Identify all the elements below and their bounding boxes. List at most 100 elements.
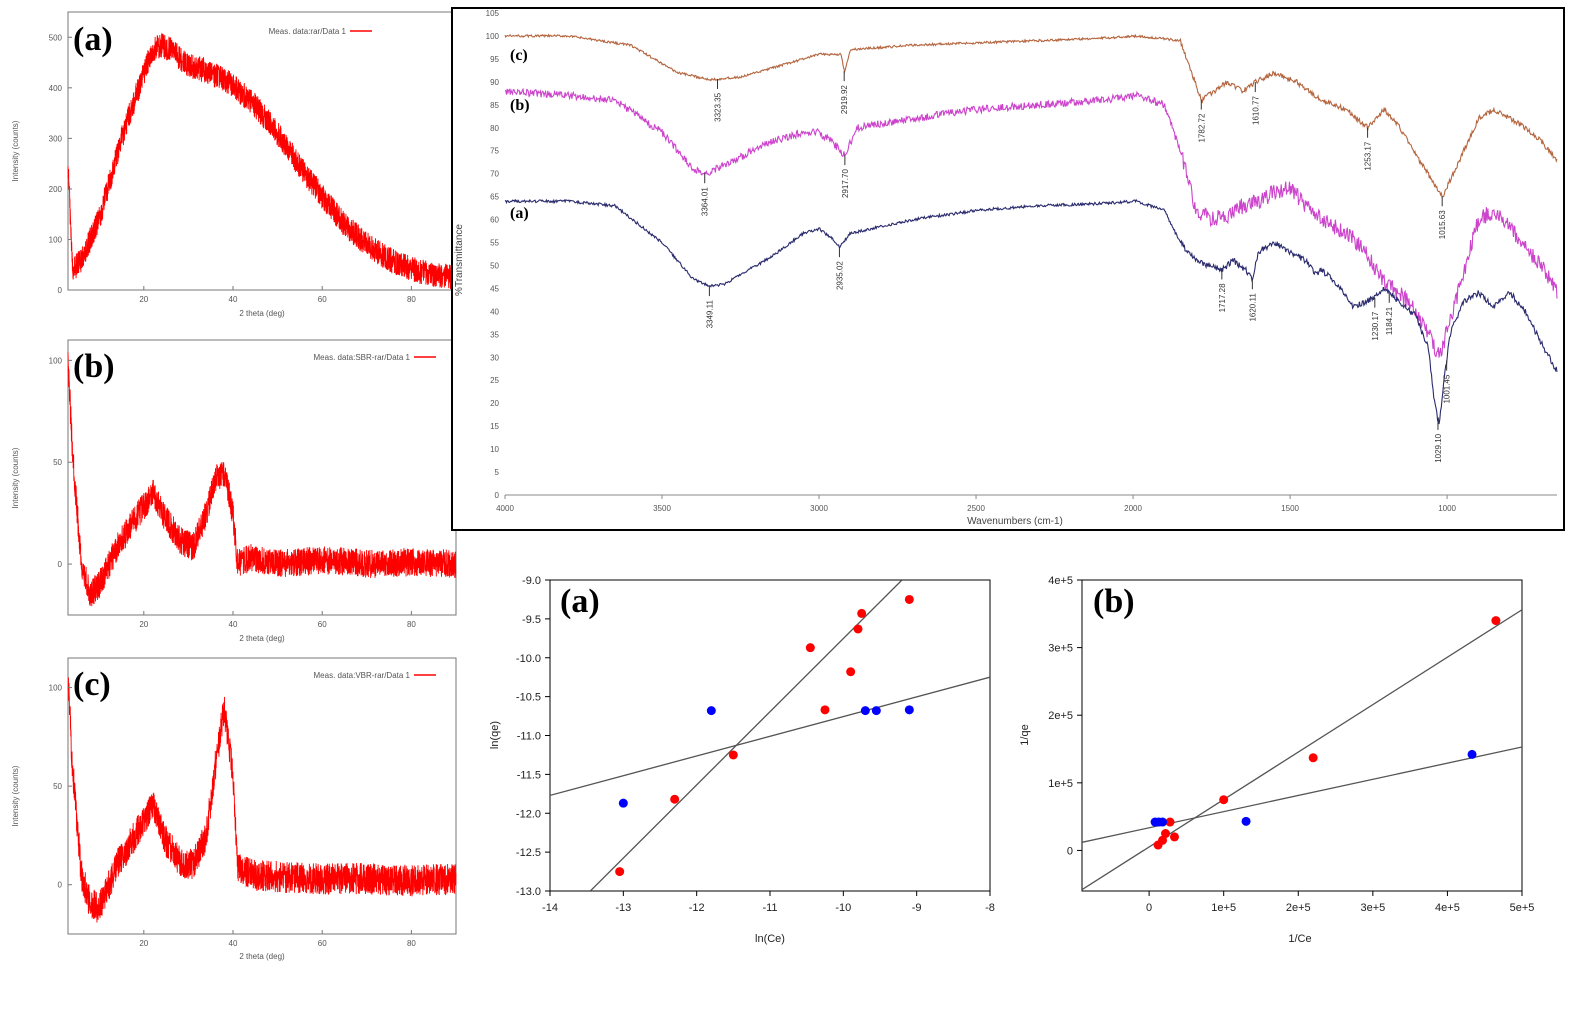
xrd-a-frame bbox=[67, 11, 457, 291]
ftir-y-tick-label: 25 bbox=[490, 376, 499, 385]
data-point bbox=[618, 798, 628, 808]
ftir-peak-label: 1001.45 bbox=[1443, 374, 1452, 403]
ftir-peak-label: 1230.17 bbox=[1371, 311, 1380, 340]
data-point bbox=[1241, 816, 1251, 826]
ftir-chart: 4000 3500 3000 2500 2000 1500 1000 0 5 10 15 20 25 30… bbox=[451, 7, 1565, 531]
ftir-peak-label: 2935.02 bbox=[835, 261, 844, 290]
ftir-y-tick-label: 105 bbox=[486, 9, 500, 18]
ftir-peak-label: 3323.35 bbox=[713, 92, 722, 121]
ftir-y-tick-label: 15 bbox=[490, 422, 499, 431]
ftir-x-tick-label: 3500 bbox=[653, 504, 671, 513]
langmuir-panel-label: (b) bbox=[1093, 583, 1135, 620]
xrd-c-legend: Meas. data:VBR-rar/Data 1 bbox=[314, 671, 411, 680]
freundlich-frame bbox=[549, 579, 991, 892]
ftir-ylabel: %Transmittance bbox=[454, 224, 465, 296]
data-point bbox=[1165, 817, 1175, 827]
x-tick-label: 5e+5 bbox=[1510, 902, 1535, 914]
data-point bbox=[1219, 795, 1229, 805]
ftir-peak-label: 1184.21 bbox=[1385, 306, 1394, 335]
isotherm-chart-a: -14 -13 -12 -11 -10 -9 -8 -13.0 -12.5 -12.0 -11.5 -… bbox=[489, 575, 995, 945]
y-tick-label: -11.5 bbox=[517, 769, 541, 781]
x-tick-label: 3e+5 bbox=[1360, 902, 1385, 914]
xrd-c-xlabel: 2 theta (deg) bbox=[239, 952, 285, 961]
xrd-b-xlabel: 2 theta (deg) bbox=[239, 634, 285, 643]
data-point bbox=[904, 705, 914, 715]
ftir-x-tick-label: 3000 bbox=[810, 504, 828, 513]
ftir-peak-label: 1253.17 bbox=[1364, 141, 1373, 170]
ftir-x-tick-label: 1500 bbox=[1281, 504, 1299, 513]
ftir-y-tick-label: 40 bbox=[490, 307, 499, 316]
data-point bbox=[728, 750, 738, 760]
ftir-peak-label: 1717.28 bbox=[1218, 283, 1227, 312]
data-point bbox=[904, 594, 914, 604]
y-tick-label: 0 bbox=[58, 560, 63, 569]
ftir-peak-label: 3364.01 bbox=[701, 187, 710, 216]
ftir-x-tick-label: 4000 bbox=[496, 504, 514, 513]
data-point bbox=[1491, 616, 1501, 626]
xrd-trace bbox=[67, 677, 457, 923]
ftir-y-tick-label: 45 bbox=[490, 284, 499, 293]
x-tick-label: 60 bbox=[318, 620, 327, 629]
data-point bbox=[820, 705, 830, 715]
data-point bbox=[871, 706, 881, 716]
data-point bbox=[853, 624, 863, 634]
langmuir-xlabel: 1/Ce bbox=[1288, 933, 1311, 945]
x-tick-label: 2e+5 bbox=[1286, 902, 1311, 914]
xrd-b-legend: Meas. data:SBR-rar/Data 1 bbox=[314, 353, 411, 362]
y-tick-label: -10.0 bbox=[516, 653, 541, 665]
data-point bbox=[846, 667, 856, 677]
x-tick-label: -12 bbox=[689, 902, 705, 914]
freundlich-panel-label: (a) bbox=[560, 583, 600, 620]
y-tick-label: 200 bbox=[49, 185, 63, 194]
x-tick-label: -9 bbox=[912, 902, 922, 914]
y-tick-label: 100 bbox=[49, 684, 63, 693]
ftir-series-b-label: (b) bbox=[510, 97, 530, 114]
x-tick-label: -8 bbox=[985, 902, 995, 914]
data-point bbox=[670, 794, 680, 804]
y-tick-label: -9.0 bbox=[522, 575, 541, 587]
ftir-y-tick-label: 70 bbox=[490, 170, 499, 179]
ftir-y-tick-label: 60 bbox=[490, 216, 499, 225]
data-point bbox=[1158, 835, 1168, 845]
xrd-a-legend: Meas. data:rar/Data 1 bbox=[269, 27, 347, 36]
ftir-y-tick-label: 55 bbox=[490, 239, 499, 248]
ftir-peak-label: 2917.70 bbox=[841, 169, 850, 198]
fit-line bbox=[550, 676, 990, 796]
x-tick-label: 40 bbox=[229, 620, 238, 629]
x-tick-label: 40 bbox=[229, 939, 238, 948]
y-tick-label: 300 bbox=[49, 134, 63, 143]
ftir-x-tick-label: 1000 bbox=[1438, 504, 1456, 513]
x-tick-label: 40 bbox=[229, 295, 238, 304]
ftir-y-tick-label: 30 bbox=[490, 353, 499, 362]
ftir-y-tick-label: 100 bbox=[486, 32, 500, 41]
ftir-y-tick-label: 50 bbox=[490, 261, 499, 270]
y-tick-label: 50 bbox=[53, 458, 62, 467]
y-tick-label: -11.0 bbox=[517, 731, 541, 743]
ftir-y-tick-label: 35 bbox=[490, 330, 499, 339]
ftir-outer-frame bbox=[451, 7, 1565, 531]
ftir-y-tick-label: 75 bbox=[490, 147, 499, 156]
ftir-series-a-label: (a) bbox=[510, 205, 529, 222]
y-tick-label: 500 bbox=[49, 33, 63, 42]
ftir-y-tick-label: 85 bbox=[490, 101, 499, 110]
ftir-peak-label: 1782.72 bbox=[1197, 113, 1206, 142]
ftir-y-tick-label: 65 bbox=[490, 193, 499, 202]
ftir-peak-label: 1015.63 bbox=[1438, 210, 1447, 239]
x-tick-label: 4e+5 bbox=[1435, 902, 1460, 914]
ftir-peak-label: 1029.10 bbox=[1434, 433, 1443, 462]
y-tick-label: 4e+5 bbox=[1048, 575, 1073, 587]
x-tick-label: 20 bbox=[139, 939, 148, 948]
data-point bbox=[706, 706, 716, 716]
y-tick-label: 0 bbox=[1067, 845, 1073, 857]
ftir-y-tick-label: 5 bbox=[495, 468, 500, 477]
y-tick-label: 0 bbox=[58, 286, 63, 295]
fit-line bbox=[1082, 746, 1522, 843]
x-tick-label: 80 bbox=[407, 939, 416, 948]
ftir-peak-label: 3349.11 bbox=[705, 300, 714, 329]
xrd-b-ylabel: Intensity (counts) bbox=[11, 447, 20, 508]
xrd-chart-c: 20 40 60 80 0 50 100 (c) Meas. data:VBR-rar/Da… bbox=[11, 657, 457, 961]
ftir-x-tick-label: 2500 bbox=[967, 504, 985, 513]
xrd-c-ylabel: Intensity (counts) bbox=[11, 765, 20, 826]
data-point bbox=[1161, 829, 1171, 839]
xrd-trace bbox=[67, 33, 457, 290]
